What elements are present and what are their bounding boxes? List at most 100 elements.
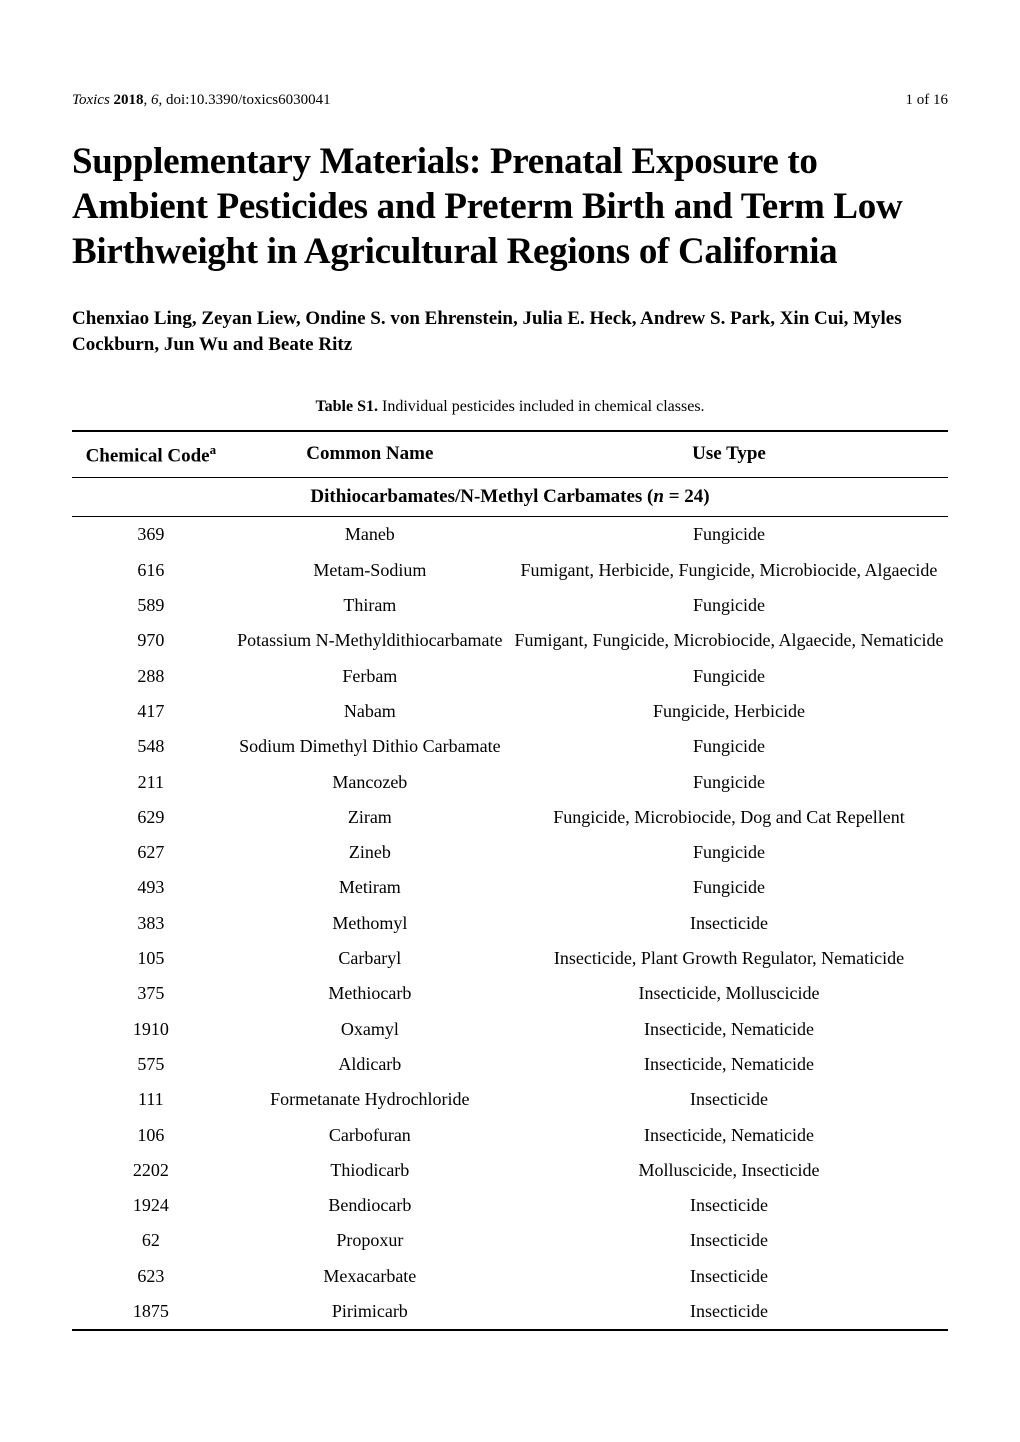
cell-code: 629: [72, 799, 230, 834]
table-row: 575AldicarbInsecticide, Nematicide: [72, 1046, 948, 1081]
cell-code: 62: [72, 1223, 230, 1258]
table-row: 1875PirimicarbInsecticide: [72, 1294, 948, 1330]
cell-use: Insecticide, Nematicide: [510, 1046, 948, 1081]
table-row: 375MethiocarbInsecticide, Molluscicide: [72, 976, 948, 1011]
cell-name: Aldicarb: [230, 1046, 510, 1081]
pesticides-table: Chemical Codea Common Name Use Type Dith…: [72, 430, 948, 1331]
cell-code: 623: [72, 1258, 230, 1293]
cell-name: Carbaryl: [230, 941, 510, 976]
cell-use: Insecticide: [510, 1082, 948, 1117]
cell-name: Mexacarbate: [230, 1258, 510, 1293]
table-row: 589ThiramFungicide: [72, 588, 948, 623]
cell-use: Insecticide: [510, 1188, 948, 1223]
cell-name: Thiodicarb: [230, 1152, 510, 1187]
table-row: 623MexacarbateInsecticide: [72, 1258, 948, 1293]
col-header-code: Chemical Codea: [72, 431, 230, 478]
running-header: Toxics 2018, 6, doi:10.3390/toxics603004…: [72, 92, 948, 109]
cell-name: Oxamyl: [230, 1011, 510, 1046]
cell-name: Metiram: [230, 870, 510, 905]
cell-name: Formetanate Hydrochloride: [230, 1082, 510, 1117]
cell-use: Fungicide: [510, 516, 948, 552]
cell-name: Propoxur: [230, 1223, 510, 1258]
journal-vol: 6: [151, 92, 159, 108]
table-row: 211MancozebFungicide: [72, 764, 948, 799]
cell-use: Fungicide: [510, 658, 948, 693]
cell-use: Fungicide: [510, 729, 948, 764]
col-header-name: Common Name: [230, 431, 510, 478]
table-caption: Table S1. Individual pesticides included…: [72, 398, 948, 416]
cell-code: 111: [72, 1082, 230, 1117]
col-header-use: Use Type: [510, 431, 948, 478]
cell-use: Insecticide: [510, 1258, 948, 1293]
cell-use: Fungicide: [510, 870, 948, 905]
section-title: Dithiocarbamates/N-Methyl Carbamates (n …: [72, 477, 948, 516]
cell-code: 627: [72, 835, 230, 870]
cell-code: 1924: [72, 1188, 230, 1223]
cell-use: Fumigant, Fungicide, Microbiocide, Algae…: [510, 623, 948, 658]
cell-use: Insecticide: [510, 905, 948, 940]
page-number: 1 of 16: [906, 92, 949, 109]
cell-code: 105: [72, 941, 230, 976]
table-header-row: Chemical Codea Common Name Use Type: [72, 431, 948, 478]
table-row: 288FerbamFungicide: [72, 658, 948, 693]
cell-code: 288: [72, 658, 230, 693]
table-row: 629ZiramFungicide, Microbiocide, Dog and…: [72, 799, 948, 834]
table-caption-text: Individual pesticides included in chemic…: [382, 398, 705, 415]
cell-code: 375: [72, 976, 230, 1011]
cell-name: Mancozeb: [230, 764, 510, 799]
journal-doi: doi:10.3390/toxics6030041: [166, 92, 331, 108]
cell-use: Fungicide: [510, 588, 948, 623]
cell-name: Carbofuran: [230, 1117, 510, 1152]
cell-name: Nabam: [230, 693, 510, 728]
journal-name: Toxics: [72, 92, 110, 108]
cell-code: 493: [72, 870, 230, 905]
table-row: 2202ThiodicarbMolluscicide, Insecticide: [72, 1152, 948, 1187]
cell-code: 211: [72, 764, 230, 799]
table-row: 369ManebFungicide: [72, 516, 948, 552]
cell-code: 417: [72, 693, 230, 728]
cell-use: Fungicide: [510, 764, 948, 799]
table-row: 616Metam-SodiumFumigant, Herbicide, Fung…: [72, 552, 948, 587]
cell-use: Insecticide, Plant Growth Regulator, Nem…: [510, 941, 948, 976]
table-row: 548Sodium Dimethyl Dithio CarbamateFungi…: [72, 729, 948, 764]
table-row: 1924BendiocarbInsecticide: [72, 1188, 948, 1223]
cell-use: Insecticide: [510, 1294, 948, 1330]
table-caption-label: Table S1.: [315, 398, 378, 415]
cell-code: 616: [72, 552, 230, 587]
journal-year: 2018: [114, 92, 144, 108]
cell-name: Ziram: [230, 799, 510, 834]
cell-name: Sodium Dimethyl Dithio Carbamate: [230, 729, 510, 764]
authors-line: Chenxiao Ling, Zeyan Liew, Ondine S. von…: [72, 306, 948, 357]
cell-name: Potassium N-Methyldithiocarbamate: [230, 623, 510, 658]
cell-name: Maneb: [230, 516, 510, 552]
cell-use: Insecticide, Molluscicide: [510, 976, 948, 1011]
table-row: 627ZinebFungicide: [72, 835, 948, 870]
cell-code: 2202: [72, 1152, 230, 1187]
cell-use: Insecticide: [510, 1223, 948, 1258]
table-row: 105CarbarylInsecticide, Plant Growth Reg…: [72, 941, 948, 976]
section-header-row: Dithiocarbamates/N-Methyl Carbamates (n …: [72, 477, 948, 516]
cell-name: Metam-Sodium: [230, 552, 510, 587]
cell-use: Fungicide, Herbicide: [510, 693, 948, 728]
table-row: 1910OxamylInsecticide, Nematicide: [72, 1011, 948, 1046]
table-row: 970Potassium N-MethyldithiocarbamateFumi…: [72, 623, 948, 658]
cell-name: Bendiocarb: [230, 1188, 510, 1223]
table-row: 111Formetanate HydrochlorideInsecticide: [72, 1082, 948, 1117]
cell-code: 106: [72, 1117, 230, 1152]
cell-name: Methomyl: [230, 905, 510, 940]
table-row: 106CarbofuranInsecticide, Nematicide: [72, 1117, 948, 1152]
table-row: 62PropoxurInsecticide: [72, 1223, 948, 1258]
table-row: 493MetiramFungicide: [72, 870, 948, 905]
cell-name: Pirimicarb: [230, 1294, 510, 1330]
cell-name: Methiocarb: [230, 976, 510, 1011]
cell-code: 589: [72, 588, 230, 623]
cell-use: Molluscicide, Insecticide: [510, 1152, 948, 1187]
cell-use: Fumigant, Herbicide, Fungicide, Microbio…: [510, 552, 948, 587]
article-title: Supplementary Materials: Prenatal Exposu…: [72, 139, 948, 274]
header-left: Toxics 2018, 6, doi:10.3390/toxics603004…: [72, 92, 331, 109]
cell-name: Zineb: [230, 835, 510, 870]
table-row: 417NabamFungicide, Herbicide: [72, 693, 948, 728]
cell-use: Fungicide: [510, 835, 948, 870]
cell-code: 970: [72, 623, 230, 658]
cell-name: Thiram: [230, 588, 510, 623]
